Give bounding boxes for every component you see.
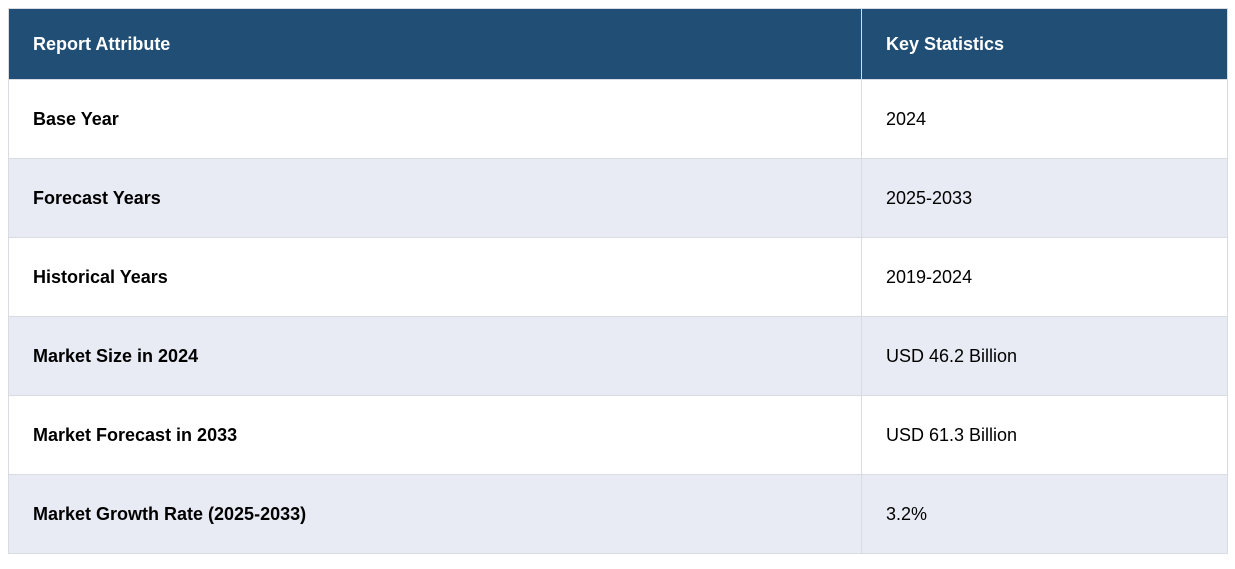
- table-row: Market Forecast in 2033 USD 61.3 Billion: [8, 395, 1228, 475]
- attribute-cell: Market Growth Rate (2025-2033): [8, 474, 862, 554]
- value-cell: 2025-2033: [861, 158, 1228, 238]
- value-cell: USD 61.3 Billion: [861, 395, 1228, 475]
- value-cell: 3.2%: [861, 474, 1228, 554]
- table-row: Market Size in 2024 USD 46.2 Billion: [8, 316, 1228, 396]
- value-cell: USD 46.2 Billion: [861, 316, 1228, 396]
- attribute-cell: Forecast Years: [8, 158, 862, 238]
- table-row: Base Year 2024: [8, 79, 1228, 159]
- table-header-row: Report Attribute Key Statistics: [8, 8, 1228, 80]
- attribute-cell: Market Size in 2024: [8, 316, 862, 396]
- report-attributes-table: Report Attribute Key Statistics Base Yea…: [8, 8, 1228, 554]
- attribute-cell: Base Year: [8, 79, 862, 159]
- table-row: Forecast Years 2025-2033: [8, 158, 1228, 238]
- attribute-cell: Market Forecast in 2033: [8, 395, 862, 475]
- key-statistics-table-container: Report Attribute Key Statistics Base Yea…: [8, 8, 1228, 554]
- table-row: Market Growth Rate (2025-2033) 3.2%: [8, 474, 1228, 554]
- column-header-report-attribute: Report Attribute: [8, 8, 862, 80]
- attribute-cell: Historical Years: [8, 237, 862, 317]
- value-cell: 2019-2024: [861, 237, 1228, 317]
- value-cell: 2024: [861, 79, 1228, 159]
- table-row: Historical Years 2019-2024: [8, 237, 1228, 317]
- column-header-key-statistics: Key Statistics: [861, 8, 1228, 80]
